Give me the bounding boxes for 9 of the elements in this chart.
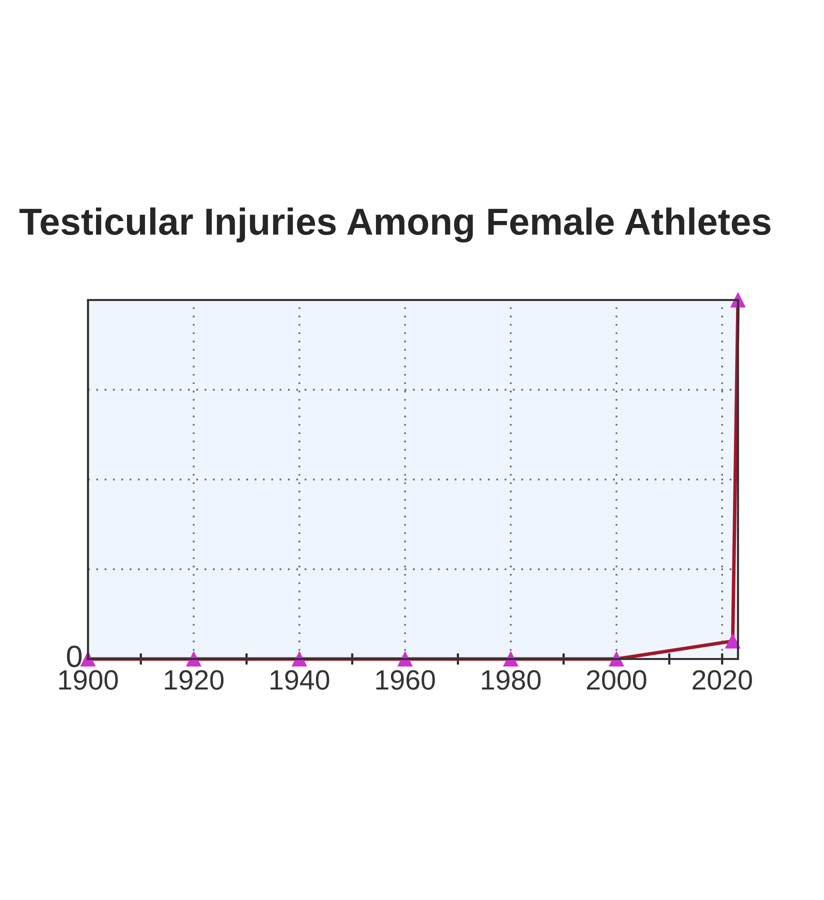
- x-tick-label: 1940: [270, 670, 330, 690]
- x-tick-label: 1920: [164, 670, 224, 690]
- chart-title: Testicular Injuries Among Female Athletes: [19, 207, 770, 243]
- x-tick-label: 1900: [59, 670, 118, 690]
- x-tick-label: 1980: [482, 670, 541, 690]
- x-tick-label: 1960: [376, 670, 435, 690]
- x-tick-label: 2020: [692, 670, 752, 690]
- text: 0: [67, 646, 82, 668]
- x-tick-label: 2000: [586, 670, 646, 690]
